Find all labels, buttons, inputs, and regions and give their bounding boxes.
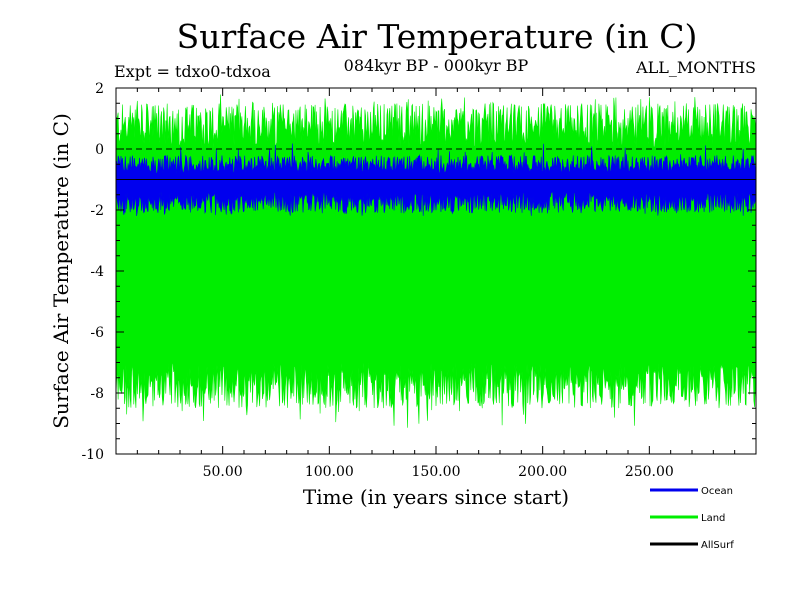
y-axis: -10 -8 -6 -4 -2 0 2: [81, 81, 756, 463]
legend-label-allsurf: AllSurf: [701, 540, 734, 551]
x-tick-label: 50.00: [203, 464, 243, 480]
legend: Ocean Land AllSurf: [650, 486, 734, 551]
y-tick-label: 2: [95, 81, 104, 97]
y-tick-label: -2: [90, 203, 104, 219]
x-tick-label: 150.00: [412, 464, 461, 480]
y-tick-label: -10: [81, 447, 104, 463]
x-axis-title: Time (in years since start): [303, 485, 569, 509]
y-axis-title: Surface Air Temperature (in C): [49, 113, 73, 429]
period-label: 084kyr BP - 000kyr BP: [344, 56, 529, 75]
x-tick-label: 100.00: [305, 464, 354, 480]
legend-label-ocean: Ocean: [701, 486, 733, 497]
x-axis: 50.00 100.00 150.00 200.00 250.00: [136, 88, 736, 480]
series-land-band: [115, 94, 757, 428]
x-tick-label: 200.00: [518, 464, 567, 480]
y-tick-label: -8: [90, 386, 104, 402]
chart-title: Surface Air Temperature (in C): [177, 17, 698, 56]
months-label: ALL_MONTHS: [635, 58, 756, 77]
experiment-label: Expt = tdxo0-tdxoa: [114, 62, 271, 81]
y-tick-label: -4: [90, 264, 104, 280]
legend-label-land: Land: [701, 513, 725, 524]
plot-series: [115, 94, 757, 428]
y-tick-label: -6: [90, 325, 104, 341]
y-tick-label: 0: [95, 142, 104, 158]
x-tick-label: 250.00: [625, 464, 674, 480]
